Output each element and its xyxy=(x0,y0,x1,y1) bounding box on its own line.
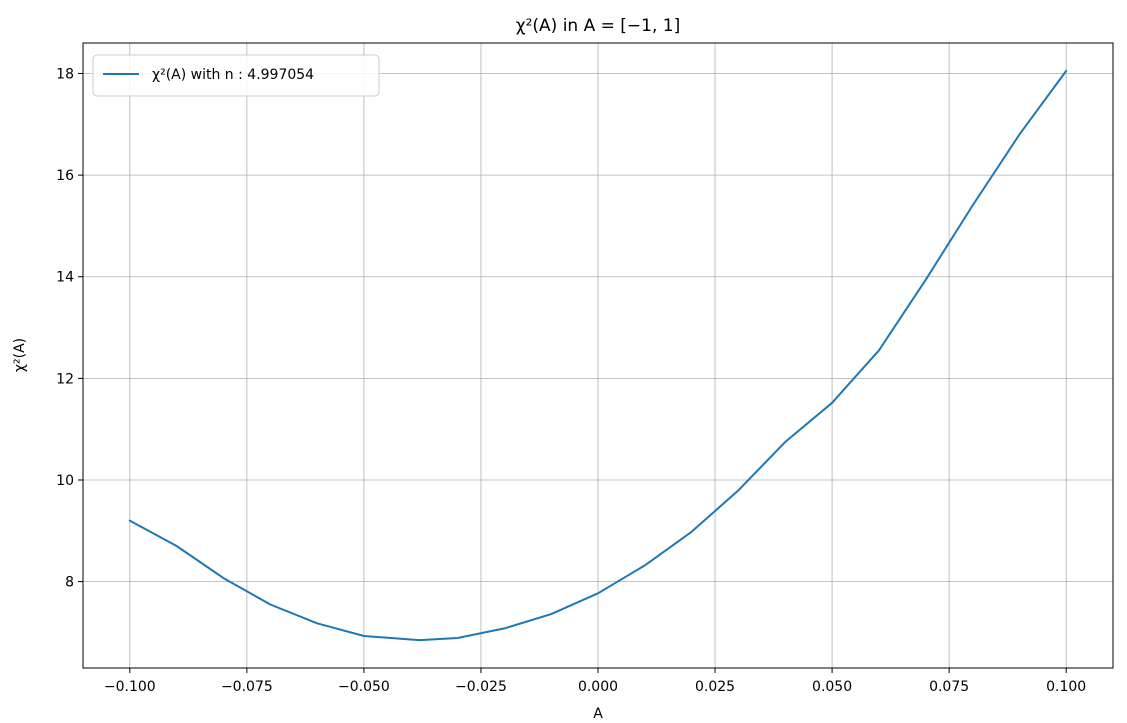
legend: χ²(A) with n : 4.997054 xyxy=(92,54,380,97)
y-tick-label: 16 xyxy=(56,168,74,184)
y-axis-label: χ²(A) xyxy=(12,338,28,372)
y-axis: 8 10 12 14 16 18 xyxy=(56,66,83,591)
x-tick-label: −0.050 xyxy=(338,679,390,695)
x-tick-label: −0.100 xyxy=(104,679,156,695)
y-tick-label: 14 xyxy=(56,270,74,286)
y-tick-label: 10 xyxy=(56,473,74,489)
x-tick-label: 0.075 xyxy=(929,679,969,695)
y-tick-label: 8 xyxy=(65,575,74,591)
x-tick-label: −0.025 xyxy=(455,679,507,695)
x-tick-label: 0.050 xyxy=(812,679,852,695)
x-tick-label: 0.100 xyxy=(1046,679,1086,695)
y-tick-label: 12 xyxy=(56,371,74,387)
x-tick-label: −0.075 xyxy=(221,679,273,695)
legend-label: χ²(A) with n : 4.997054 xyxy=(152,67,314,83)
series-line xyxy=(128,69,1068,642)
legend-box xyxy=(92,54,380,97)
chart-title: χ²(A) in A = [−1, 1] xyxy=(516,16,680,36)
x-tick-label: 0.025 xyxy=(695,679,735,695)
series-layer xyxy=(128,69,1068,642)
x-axis-label: A xyxy=(593,706,603,722)
y-tick-label: 18 xyxy=(56,66,74,82)
x-axis: −0.100 −0.075 −0.050 −0.025 0.000 0.025 0.050 0… xyxy=(104,668,1086,695)
x-tick-label: 0.000 xyxy=(578,679,618,695)
grid xyxy=(83,43,1113,668)
